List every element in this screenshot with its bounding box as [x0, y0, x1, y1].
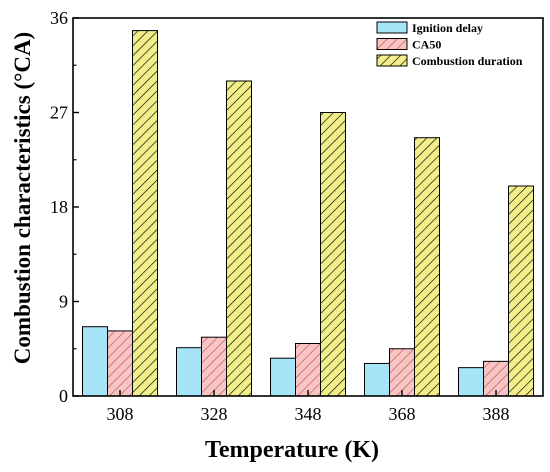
- bar-ignition-delay-368: [364, 362, 390, 397]
- y-tick-label: 0: [59, 386, 68, 406]
- bar-combustion-duration-308: [132, 30, 158, 397]
- legend-swatch: [376, 54, 408, 67]
- bar-ignition-delay-308: [82, 326, 108, 397]
- x-axis-title: Temperature (K): [205, 437, 379, 463]
- bar-ignition-delay-328: [176, 347, 202, 397]
- y-axis: 0 9 18 27 36: [50, 8, 79, 406]
- y-tick-label: 18: [50, 197, 68, 217]
- bar-ca50-348: [295, 343, 321, 397]
- bar-ca50-308: [107, 330, 133, 397]
- legend-swatch: [376, 38, 408, 50]
- legend-label: CA50: [412, 38, 441, 52]
- legend-swatch: [376, 21, 408, 34]
- bar-ca50-328: [201, 336, 227, 397]
- y-tick-label: 27: [50, 103, 68, 123]
- bar-ignition-delay-388: [458, 367, 484, 397]
- bars-layer: [82, 30, 534, 397]
- bar-combustion-duration-348: [320, 112, 346, 397]
- y-tick-label: 36: [50, 8, 68, 28]
- bar-combustion-duration-328: [226, 80, 252, 397]
- legend-label: Combustion duration: [412, 54, 523, 68]
- y-axis-title: Combustion characteristics (°CA): [10, 32, 35, 364]
- y-tick-label: 9: [59, 292, 68, 312]
- bar-ca50-368: [389, 348, 415, 397]
- bar-combustion-duration-368: [414, 137, 440, 397]
- x-axis: 308 328 348 368 388: [107, 390, 510, 424]
- legend: Ignition delay CA50 Combustion duration: [376, 21, 523, 68]
- bar-combustion-duration-388: [508, 185, 534, 397]
- legend-label: Ignition delay: [412, 21, 483, 35]
- bar-ignition-delay-348: [270, 357, 296, 397]
- x-tick-label: 368: [389, 404, 416, 424]
- x-tick-label: 328: [201, 404, 228, 424]
- x-tick-label: 308: [107, 404, 134, 424]
- x-tick-label: 388: [483, 404, 510, 424]
- x-tick-label: 348: [295, 404, 322, 424]
